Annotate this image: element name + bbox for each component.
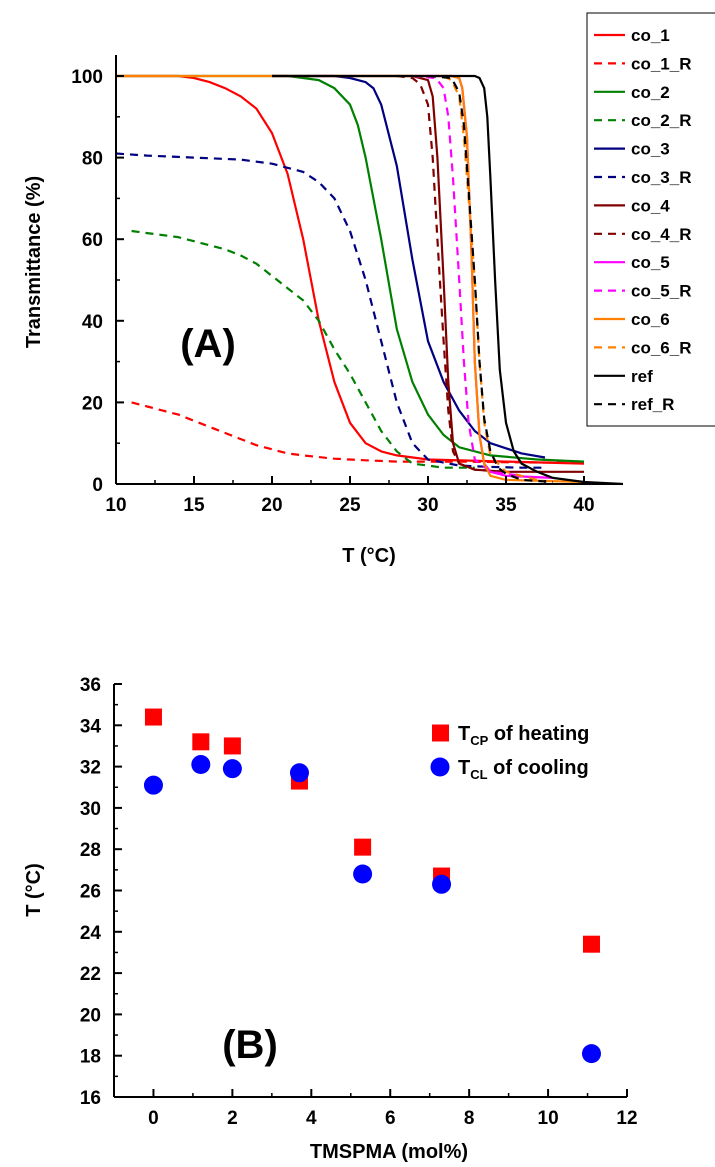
x-tick-label: 15	[183, 495, 205, 516]
cooling-point	[222, 759, 242, 779]
x-tick-label: 20	[261, 495, 282, 516]
legend-label: co_2	[631, 83, 670, 102]
x-tick-label: 2	[227, 1108, 238, 1129]
cooling-point	[353, 864, 373, 884]
panel-a-y-ticks: 0 20 40 60 80 100	[71, 67, 124, 496]
panel-a-chart: 10 15 20 25 30 35 40 0 20 40 60 80 100 T (°C) Trans…	[23, 0, 715, 567]
x-tick-label: 30	[417, 495, 438, 516]
y-tick-label: 34	[80, 716, 102, 737]
y-tick-label: 40	[82, 312, 103, 333]
legend-label: ref_R	[631, 395, 674, 414]
y-tick-label: 32	[80, 758, 101, 779]
series-line-co-1-r	[131, 401, 585, 464]
legend-label: co_1_R	[631, 54, 691, 73]
heating-point	[144, 708, 162, 726]
series-line-co-2-r	[131, 229, 475, 469]
y-tick-label: 60	[82, 230, 103, 251]
cooling-point	[289, 763, 309, 783]
x-tick-label: 35	[495, 495, 517, 516]
series-line-co-5	[412, 74, 553, 479]
legend-label: co_4	[631, 196, 670, 215]
x-tick-label: 4	[306, 1108, 317, 1129]
series-line-ref	[272, 74, 624, 486]
y-tick-label: 0	[92, 475, 103, 496]
y-tick-label: 100	[71, 67, 103, 88]
panel-a-x-axis-title: T (°C)	[342, 545, 396, 567]
panel-b-legend: TCP of heating TCL of cooling	[430, 723, 589, 782]
y-tick-label: 26	[80, 882, 101, 903]
x-tick-label: 10	[105, 495, 126, 516]
panel-a-plot-frame	[116, 0, 623, 484]
legend-label: TCL of cooling	[458, 757, 589, 782]
y-tick-label: 30	[80, 799, 101, 820]
y-tick-label: 20	[82, 393, 103, 414]
series-line-co-5-r	[412, 74, 522, 477]
cooling-point	[432, 874, 452, 894]
x-tick-label: 12	[616, 1108, 637, 1129]
y-tick-label: 16	[80, 1088, 101, 1109]
x-tick-label: 10	[538, 1108, 559, 1129]
series-line-co-4-r	[396, 74, 507, 473]
panel-a-legend: co_1 co_1_R co_2 co_2_R co_3 co_3_R co_4 co_4_R…	[586, 12, 715, 427]
panel-b-x-axis-title: TMSPMA (mol%)	[310, 1141, 468, 1163]
panel-b-y-axis-title: T (°C)	[23, 863, 45, 917]
series-line-co-1	[116, 74, 585, 465]
legend-label: ref	[631, 367, 653, 386]
legend-label: co_5_R	[631, 282, 691, 301]
cooling-point	[191, 755, 211, 775]
x-tick-label: 6	[385, 1108, 396, 1129]
y-tick-label: 80	[82, 149, 103, 170]
panel-a-x-ticks: 10 15 20 25 30 35 40	[105, 476, 595, 516]
legend-label: co_5	[631, 253, 670, 272]
legend-label: co_2_R	[631, 111, 691, 130]
y-tick-label: 20	[80, 1005, 101, 1026]
heating-point	[582, 935, 600, 953]
heating-point	[223, 737, 241, 755]
cooling-point	[143, 775, 163, 795]
legend-marker-square	[432, 724, 449, 742]
y-tick-label: 28	[80, 840, 101, 861]
panel-a-y-axis-title: Transmittance (%)	[23, 176, 45, 348]
heating-point	[192, 733, 210, 751]
panel-b-label: (B)	[222, 1023, 278, 1067]
legend-label: co_4_R	[631, 225, 691, 244]
series-line-co-6-r	[443, 75, 538, 481]
y-tick-label: 22	[80, 964, 101, 985]
series-line-ref-r	[427, 74, 553, 484]
panel-b-x-ticks: 0 2 4 6 8 10 12	[113, 1089, 638, 1129]
x-tick-label: 0	[148, 1108, 159, 1129]
series-line-co-2	[116, 74, 585, 463]
panel-a-label: (A)	[180, 322, 236, 366]
legend-label: co_6_R	[631, 338, 691, 357]
y-tick-label: 24	[80, 923, 102, 944]
panel-a-series-lines	[115, 74, 624, 486]
y-tick-label: 36	[80, 675, 101, 696]
panel-b-points	[143, 708, 601, 1064]
series-line-co-6	[116, 74, 585, 484]
legend-label: co_3	[631, 140, 670, 159]
legend-label: TCP of heating	[458, 723, 589, 748]
heating-point	[354, 838, 372, 856]
panel-b-y-ticks: 16 18 20 22 24 26 28 30 32 34 36	[80, 675, 122, 1109]
y-tick-label: 18	[80, 1047, 101, 1068]
series-line-co-3	[272, 74, 546, 459]
legend-label: co_6	[631, 310, 670, 329]
series-line-co-4	[272, 74, 584, 473]
legend-label: co_1	[631, 26, 670, 45]
legend-label: co_3_R	[631, 168, 691, 187]
panel-a-legend-box	[586, 12, 715, 427]
x-tick-label: 8	[464, 1108, 475, 1129]
legend-marker-circle	[430, 757, 450, 777]
x-tick-label: 25	[339, 495, 361, 516]
series-line-co-3-r	[115, 152, 545, 469]
x-tick-label: 40	[573, 495, 594, 516]
cooling-point	[581, 1044, 601, 1064]
